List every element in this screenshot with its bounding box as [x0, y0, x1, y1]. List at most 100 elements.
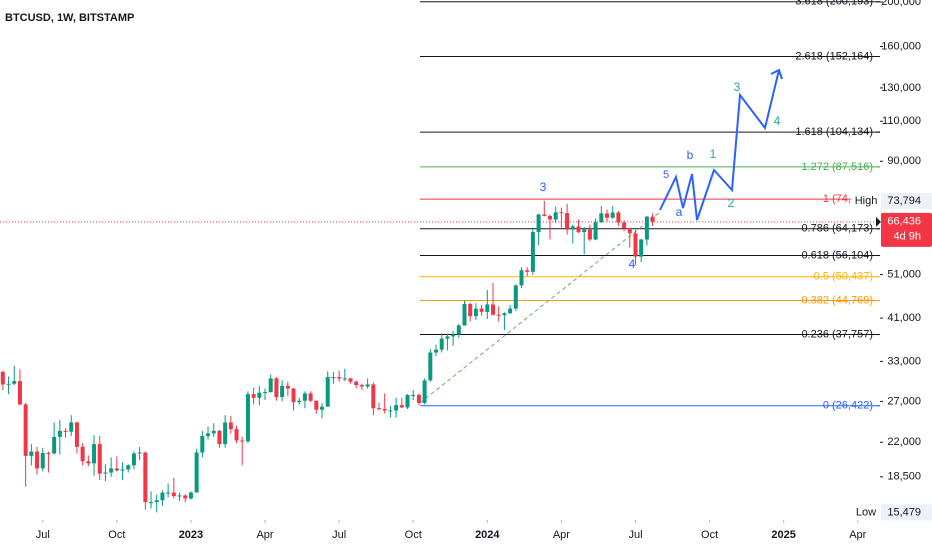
- candle-body: [559, 212, 564, 214]
- candle-body: [496, 314, 501, 316]
- current-price-label: 66,436: [887, 216, 921, 228]
- candle-body: [143, 452, 148, 503]
- candle-body: [468, 304, 473, 317]
- candle-body: [576, 226, 581, 233]
- candle-body: [74, 422, 79, 447]
- high-value-box: [881, 192, 932, 209]
- candle-body: [211, 430, 216, 434]
- candle-body: [131, 453, 136, 466]
- candle-body: [587, 229, 592, 240]
- candle-body: [394, 405, 399, 411]
- candle-body: [445, 336, 450, 339]
- candles-layer: [0, 200, 655, 513]
- wave-label: 2: [728, 196, 735, 210]
- candle-body: [502, 313, 507, 316]
- x-tick-label: Oct: [701, 529, 718, 541]
- candle-body: [245, 394, 250, 442]
- x-tick-label: Jul: [628, 529, 642, 541]
- candle-body: [177, 495, 182, 497]
- x-tick-label: Jul: [36, 529, 50, 541]
- y-tick-label: 27,000: [887, 395, 921, 407]
- candle-body: [171, 492, 176, 497]
- axis-layer: 18,500 22,000 27,000 33,000 41,000 51,000 90,0…: [36, 0, 932, 541]
- y-tick-label: 110,000: [882, 115, 921, 127]
- candle-body: [473, 308, 478, 317]
- candle-body: [280, 385, 285, 398]
- candle-body: [308, 393, 313, 401]
- candle-body: [485, 304, 490, 312]
- y-tick-label: 22,000: [887, 436, 921, 448]
- fib-label: 0 (26,422): [823, 400, 873, 412]
- candle-body: [610, 212, 615, 218]
- fib-label: 0.382 (44,769): [801, 294, 873, 306]
- candle-body: [354, 381, 359, 386]
- wave-label: b: [687, 148, 694, 162]
- candle-body: [565, 213, 570, 230]
- candle-body: [263, 392, 268, 394]
- candle-body: [519, 270, 524, 286]
- candle-body: [411, 394, 416, 396]
- low-value-box: [881, 504, 932, 521]
- candle-body: [314, 400, 319, 410]
- candle-body: [160, 492, 165, 501]
- candle-body: [616, 212, 621, 223]
- candle-body: [462, 304, 467, 326]
- price-pointer: [876, 216, 881, 227]
- current-price-box: [881, 212, 932, 247]
- candle-body: [206, 433, 211, 437]
- candle-body: [285, 385, 290, 389]
- candle-body: [240, 440, 245, 442]
- projection-arrow: [770, 68, 783, 80]
- candle-body: [530, 232, 535, 272]
- candle-body: [513, 285, 518, 309]
- high-name-box: [851, 192, 880, 209]
- y-tick-label: 18,500: [887, 471, 921, 483]
- candle-body: [451, 334, 456, 337]
- candle-body: [149, 502, 154, 504]
- candle-body: [6, 383, 11, 385]
- candle-body: [63, 430, 68, 432]
- candle-body: [234, 429, 239, 441]
- candle-body: [525, 270, 530, 272]
- fib-label: 0.618 (56,104): [801, 249, 873, 261]
- candle-body: [371, 384, 376, 409]
- y-tick-label: 90,000: [887, 155, 921, 167]
- candle-body: [291, 388, 296, 403]
- candle-body: [639, 239, 644, 257]
- candle-body: [439, 338, 444, 350]
- x-tick-label: Oct: [108, 529, 125, 541]
- candle-body: [183, 495, 188, 499]
- x-tick-label: Apr: [256, 529, 273, 541]
- fib-label: 0.5 (50,437): [814, 271, 873, 283]
- candle-body: [582, 229, 587, 233]
- candle-body: [622, 222, 627, 229]
- trend-line: [419, 211, 661, 404]
- candle-body: [274, 378, 279, 398]
- fib-label: 1.618 (104,134): [795, 126, 873, 138]
- candle-body: [627, 228, 632, 234]
- candle-body: [57, 430, 62, 437]
- candle-body: [337, 377, 342, 379]
- candle-body: [359, 385, 364, 387]
- candle-body: [69, 422, 74, 432]
- wave-label: 3: [540, 180, 547, 194]
- candle-body: [388, 410, 393, 412]
- candle-body: [536, 214, 541, 233]
- fib-label: 0.236 (37,757): [801, 328, 873, 340]
- candle-body: [137, 452, 142, 454]
- high-name: High: [855, 195, 878, 207]
- x-tick-label: 2023: [179, 529, 203, 541]
- candle-body: [268, 378, 273, 393]
- low-value-label: 15,479: [887, 506, 921, 518]
- candle-body: [650, 216, 655, 222]
- low-name: Low: [856, 506, 876, 518]
- candle-body: [405, 394, 410, 408]
- candle-body: [365, 384, 370, 387]
- candle-body: [302, 393, 307, 401]
- countdown-label: 4d 9h: [893, 231, 921, 243]
- candle-body: [542, 214, 547, 217]
- candle-body: [434, 349, 439, 353]
